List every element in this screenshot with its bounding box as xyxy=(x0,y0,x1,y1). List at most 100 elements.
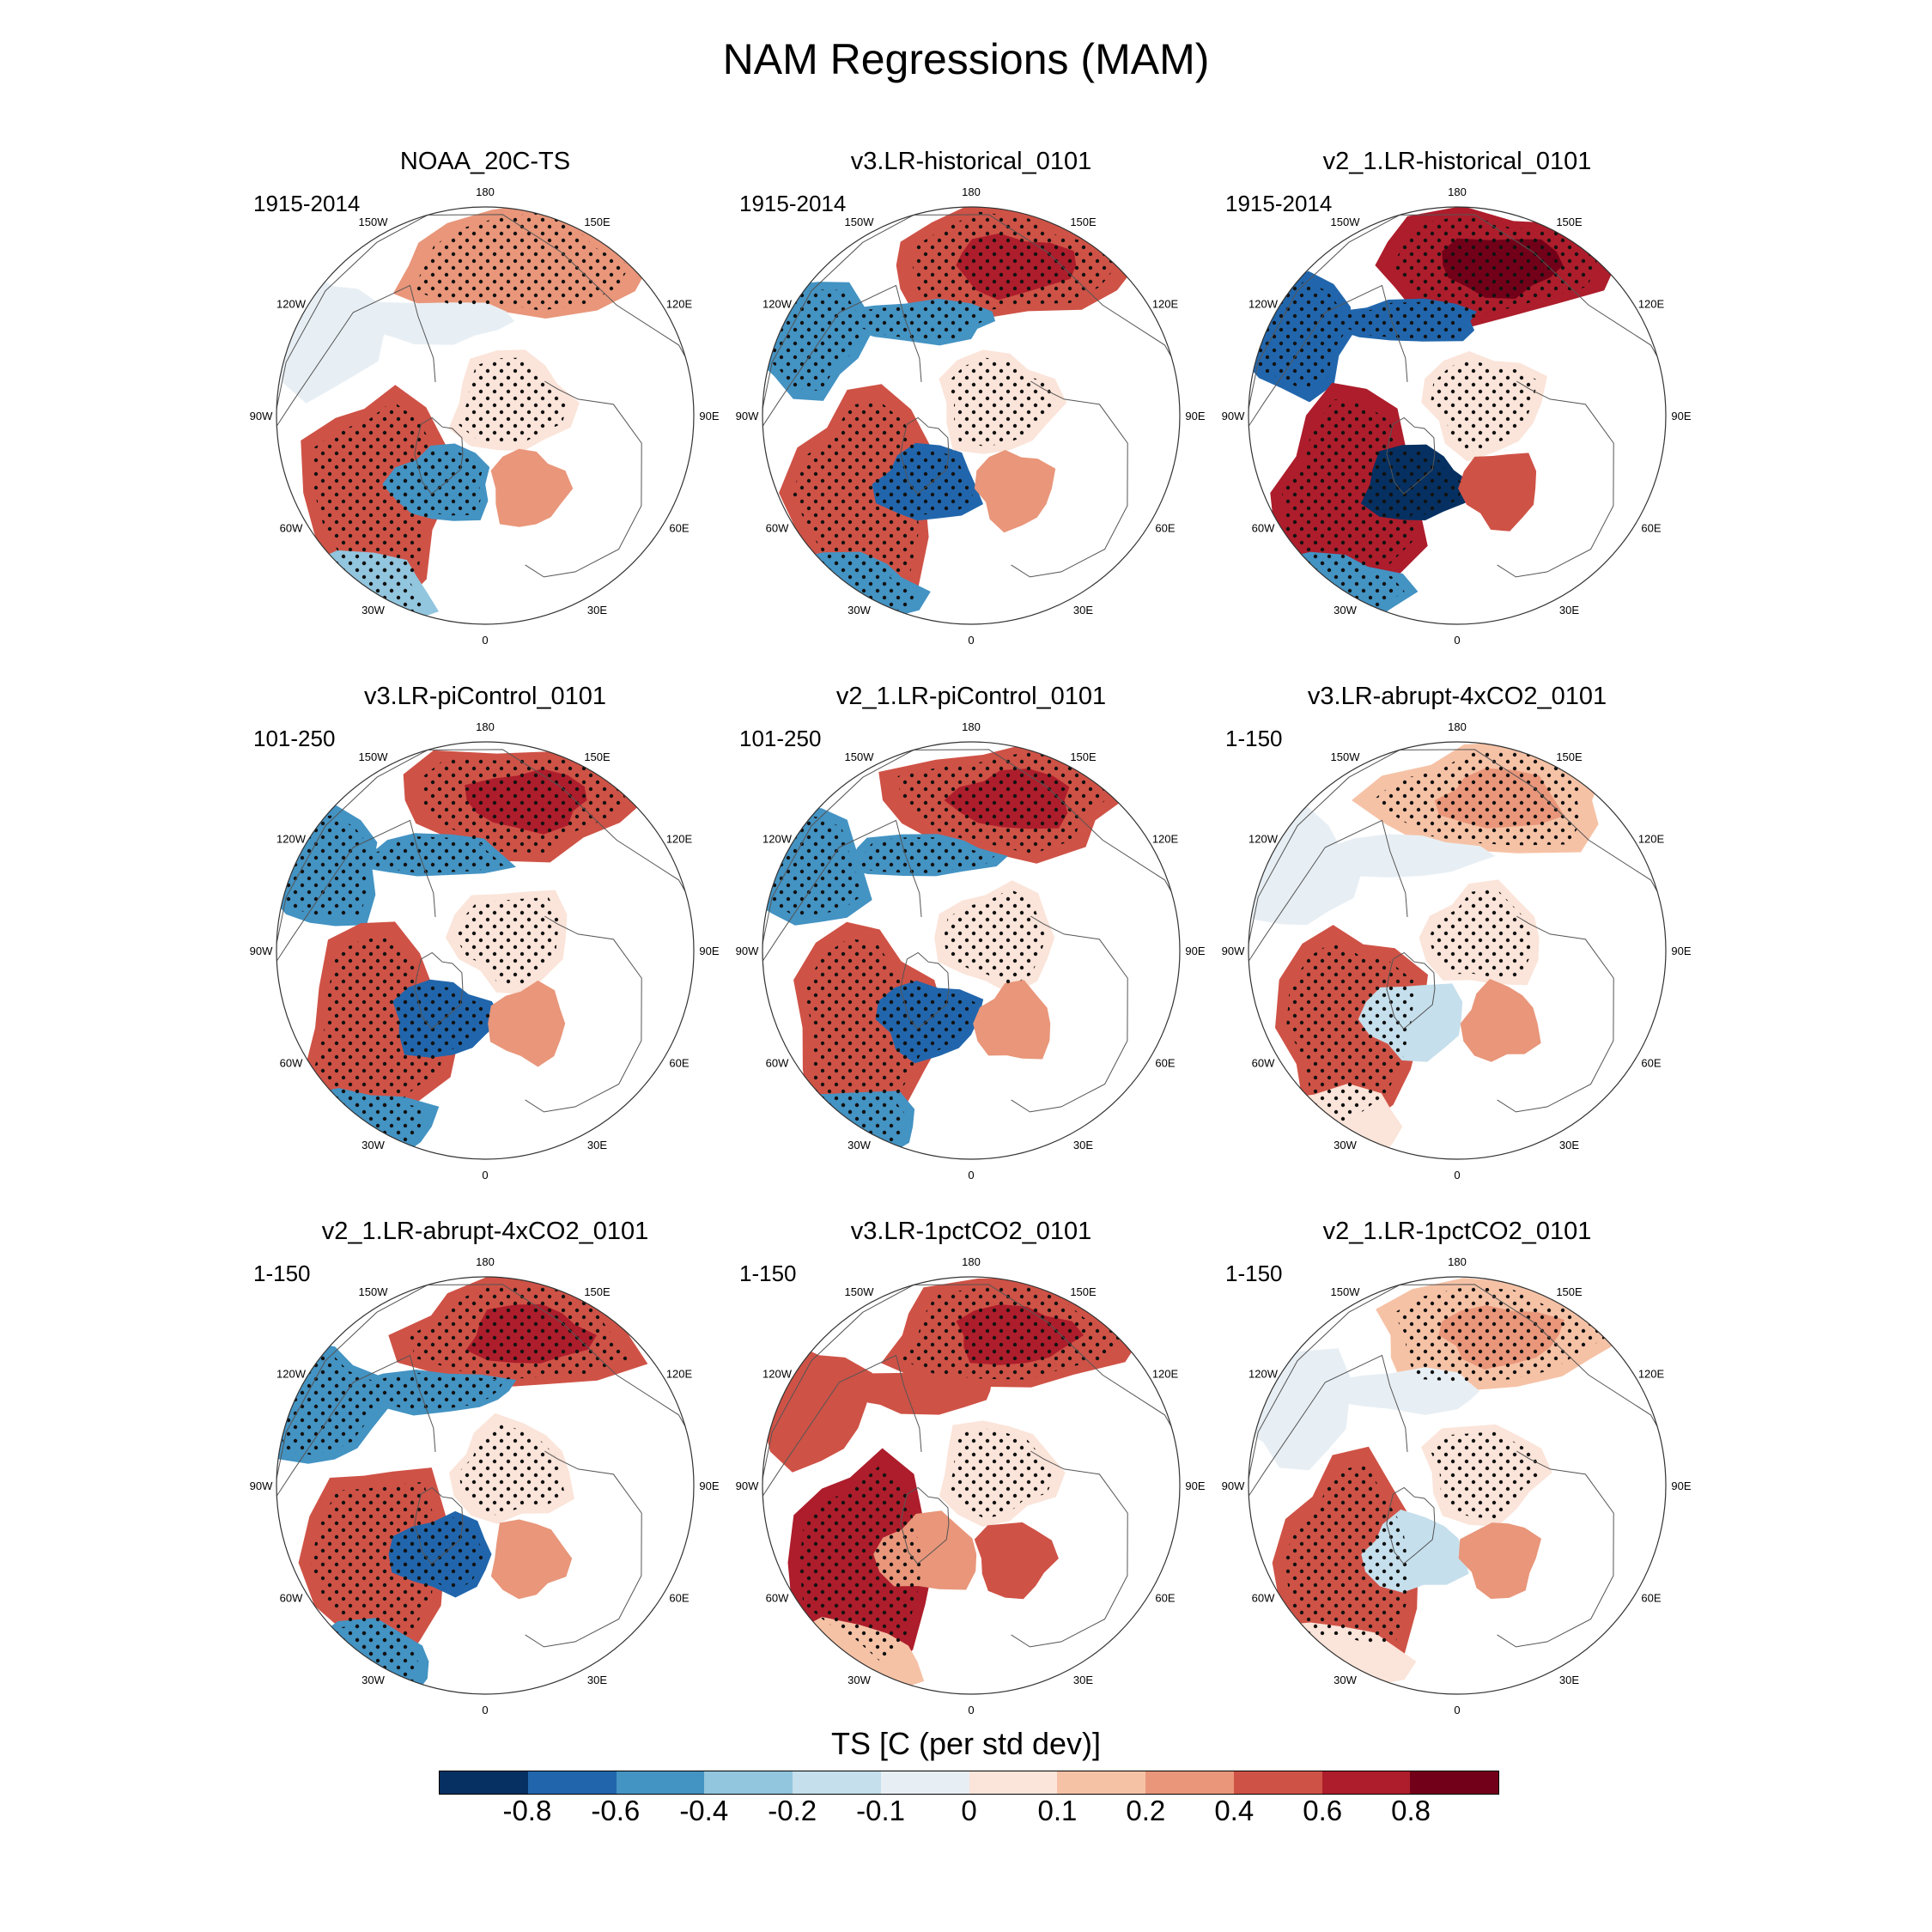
colorbar-title: TS [C (per std dev)] xyxy=(830,1726,1102,1761)
longitude-label: 90W xyxy=(1222,945,1245,957)
coastline xyxy=(276,214,694,435)
longitude-label: 30E xyxy=(1559,604,1579,617)
longitude-label: 60W xyxy=(1252,522,1275,535)
colorbar-box xyxy=(1410,1771,1498,1794)
colorbar-box xyxy=(616,1771,705,1794)
longitude-label: 150E xyxy=(584,1285,611,1298)
colorbar-label: -0.1 xyxy=(856,1795,906,1826)
longitude-label: 30E xyxy=(1073,604,1093,617)
longitude-label: 120W xyxy=(1249,1368,1279,1381)
map-panel-3: v2_1.LR-historical_0101 1915-2014 180 150… xyxy=(1195,148,1719,680)
longitude-label: 150W xyxy=(359,1285,389,1298)
longitude-label: 0 xyxy=(482,1169,488,1181)
longitude-label: 120E xyxy=(1152,298,1179,311)
longitude-label: 0 xyxy=(968,1704,974,1716)
colorbar-label: 0 xyxy=(961,1795,977,1826)
significance-stipple xyxy=(948,1428,1055,1519)
longitude-label: 150E xyxy=(1556,216,1583,228)
coastline xyxy=(900,416,950,495)
panel-period: 1915-2014 xyxy=(739,191,847,216)
longitude-label: 30W xyxy=(1334,1674,1357,1686)
coastline xyxy=(1249,1284,1666,1505)
coastline xyxy=(1011,380,1128,578)
panel-period: 1915-2014 xyxy=(1225,191,1333,216)
longitude-label: 0 xyxy=(1454,1169,1460,1181)
polar-map: 180 150E 120E 90E 60E 30E 0 30W 60W 90W 120W 150W xyxy=(1222,720,1692,1181)
longitude-label: 120W xyxy=(276,1368,307,1381)
significance-stipple xyxy=(1392,215,1597,320)
longitude-label: 60W xyxy=(766,1057,789,1070)
longitude-label: 90E xyxy=(1671,410,1691,422)
longitude-label: 120W xyxy=(1249,833,1279,846)
map-border xyxy=(1248,206,1667,625)
significance-stipple xyxy=(458,1422,565,1516)
significance-stipple xyxy=(947,357,1056,447)
panel-period: 1-150 xyxy=(253,1261,311,1286)
coastline xyxy=(1497,915,1614,1113)
colorbar-box xyxy=(440,1771,528,1794)
polar-map: 180 150E 120E 90E 60E 30E 0 30W 60W 90W 120W 150W xyxy=(1222,1255,1692,1716)
field-shading xyxy=(490,448,574,527)
significance-stipple xyxy=(804,938,936,1115)
map-border xyxy=(1248,741,1667,1160)
colorbar-box xyxy=(793,1771,881,1794)
longitude-label: 60W xyxy=(1252,1592,1275,1605)
coastline xyxy=(1249,749,1666,970)
coastline xyxy=(1011,1450,1128,1648)
significance-stipple xyxy=(792,400,921,576)
panel-period: 1-150 xyxy=(1225,1261,1283,1286)
significance-stipple xyxy=(1393,1286,1610,1382)
longitude-label: 0 xyxy=(1454,1704,1460,1716)
longitude-label: 60E xyxy=(1155,1592,1175,1605)
longitude-label: 180 xyxy=(476,720,495,733)
longitude-label: 180 xyxy=(962,720,981,733)
colorbar-label: -0.4 xyxy=(679,1795,729,1826)
longitude-label: 150E xyxy=(1070,750,1097,763)
longitude-label: 30W xyxy=(1334,1139,1357,1151)
colorbar-label: 0.4 xyxy=(1214,1795,1255,1826)
longitude-label: 0 xyxy=(968,634,974,646)
longitude-label: 0 xyxy=(1454,634,1460,646)
longitude-label: 0 xyxy=(968,1169,974,1181)
colorbar-label: -0.2 xyxy=(768,1795,817,1826)
longitude-label: 180 xyxy=(1448,185,1467,198)
significance-stipple xyxy=(883,986,975,1057)
coastline xyxy=(414,416,464,495)
significance-stipple xyxy=(411,211,630,311)
coastline xyxy=(525,1450,642,1648)
longitude-label: 150W xyxy=(359,750,389,763)
map-panel-2: v3.LR-historical_0101 1915-2014 180 150E 1… xyxy=(709,148,1233,680)
longitude-label: 120W xyxy=(1249,298,1279,311)
longitude-label: 30W xyxy=(361,1674,385,1686)
significance-stipple xyxy=(1428,888,1531,978)
coastline xyxy=(525,915,642,1113)
coastline xyxy=(1497,1450,1614,1648)
longitude-label: 90W xyxy=(736,410,759,422)
panel-title: v2_1.LR-historical_0101 xyxy=(1322,148,1592,175)
longitude-label: 30E xyxy=(587,1674,607,1686)
significance-stipple xyxy=(1282,399,1417,575)
longitude-label: 120E xyxy=(1152,1368,1179,1381)
field-shading xyxy=(1458,453,1537,532)
panel-title: v3.LR-abrupt-4xCO2_0101 xyxy=(1307,683,1607,710)
longitude-label: 90E xyxy=(699,1479,719,1492)
colorbar-box xyxy=(527,1771,617,1794)
longitude-label: 120W xyxy=(762,833,793,846)
main-title: NAM Regressions (MAM) xyxy=(722,35,1210,83)
longitude-label: 60W xyxy=(280,1057,303,1070)
panel-title: v3.LR-historical_0101 xyxy=(850,148,1092,175)
longitude-label: 150W xyxy=(359,216,389,228)
field-shading xyxy=(488,980,566,1067)
colorbar-label: 0.2 xyxy=(1126,1795,1166,1826)
longitude-label: 150W xyxy=(845,216,875,228)
longitude-label: 120E xyxy=(1638,1368,1665,1381)
longitude-label: 30W xyxy=(1334,604,1357,617)
coastline xyxy=(276,749,694,970)
field-shading xyxy=(490,1519,573,1600)
polar-map: 180 150E 120E 90E 60E 30E 0 30W 60W 90W 120W 150W xyxy=(250,720,720,1181)
panel-title: v2_1.LR-abrupt-4xCO2_0101 xyxy=(321,1218,649,1245)
significance-stipple xyxy=(799,1465,924,1662)
longitude-label: 30W xyxy=(848,1139,871,1151)
colorbar xyxy=(439,1771,1499,1795)
coastline xyxy=(525,380,642,578)
